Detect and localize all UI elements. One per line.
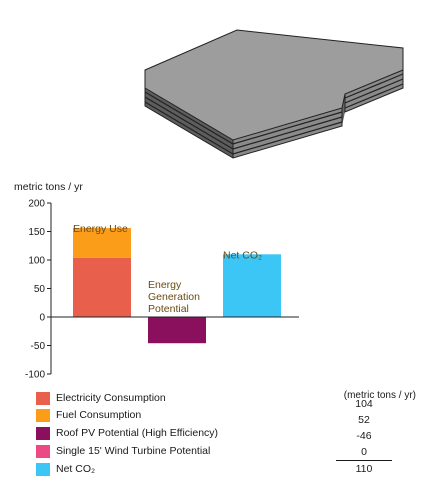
bar-segment <box>148 317 206 344</box>
legend-item-label: Net CO₂ <box>56 463 96 475</box>
legend-item-label: Roof PV Potential (High Efficiency) <box>56 427 219 439</box>
bar-label: Energy Generation Potential <box>148 279 200 315</box>
legend-swatch <box>36 427 50 440</box>
y-axis-label: metric tons / yr <box>14 181 83 193</box>
bar-label: Energy Use <box>73 223 128 235</box>
total-rule <box>336 460 392 461</box>
bar-segment <box>73 228 131 258</box>
y-tick-label: -100 <box>25 370 45 381</box>
legend-item-value: -46 <box>356 430 372 442</box>
legend-item-label: Fuel Consumption <box>56 409 142 421</box>
y-tick-label: 200 <box>28 199 45 210</box>
legend-item-label: Electricity Consumption <box>56 392 166 404</box>
legend-swatch <box>36 409 50 422</box>
bar-labels: Energy Use Energy Generation Potential Net C… <box>73 223 262 315</box>
legend-item: Fuel Consumption 52 <box>36 407 416 426</box>
y-tick-label: 150 <box>28 227 45 238</box>
legend-item-value: 104 <box>355 398 373 410</box>
legend-swatch <box>36 392 50 405</box>
legend-unit-header: (metric tons / yr) <box>343 390 416 401</box>
bar-segment <box>223 254 281 317</box>
y-tick-label: 100 <box>28 256 45 267</box>
legend-item: Roof PV Potential (High Efficiency) -46 <box>36 425 416 442</box>
y-tick-label: 50 <box>34 284 46 295</box>
legend-swatch <box>36 463 50 476</box>
legend-item: Single 15' Wind Turbine Potential 0 <box>36 443 416 460</box>
legend-item: Net CO₂ 110 <box>36 461 416 478</box>
bars <box>73 228 281 344</box>
legend-item-label: Single 15' Wind Turbine Potential <box>56 445 211 457</box>
legend-item-value: 0 <box>361 446 367 458</box>
bar-segment <box>73 257 131 317</box>
legend-item-value: 52 <box>358 414 370 426</box>
legend-item-value: 110 <box>355 463 373 475</box>
y-tick-label: 0 <box>39 313 45 324</box>
legend-swatch <box>36 445 50 458</box>
legend-item: Electricity Consumption 104 <box>36 390 416 410</box>
y-axis-ticks: 200 150 100 50 0 -50 -100 <box>25 199 51 381</box>
y-tick-label: -50 <box>31 341 46 352</box>
bar-label: Net CO₂ <box>223 249 262 261</box>
